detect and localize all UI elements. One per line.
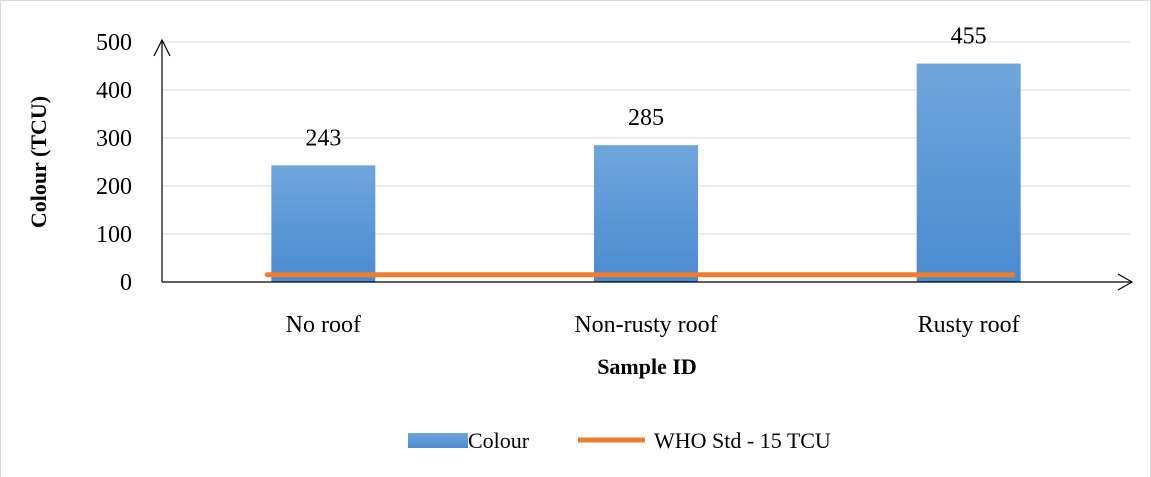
chart-frame-left — [0, 0, 1, 477]
bar — [594, 145, 698, 282]
legend-swatch-colour — [408, 433, 468, 448]
y-axis-label: Colour (TCU) — [26, 96, 51, 228]
y-tick-label: 500 — [96, 30, 132, 56]
legend-label-who: WHO Std - 15 TCU — [654, 428, 831, 453]
bar-series — [271, 63, 1021, 282]
legend-label-colour: Colour — [468, 428, 530, 453]
bar — [916, 63, 1021, 282]
x-axis-arrow — [1117, 273, 1134, 291]
labels: 0 100 200 300 400 500 243 285 455 No roof Non-rust… — [96, 24, 1020, 338]
data-label: 455 — [951, 24, 987, 50]
x-axis-label: Sample ID — [597, 354, 697, 379]
y-tick-label: 100 — [96, 222, 132, 248]
legend: Colour WHO Std - 15 TCU — [408, 428, 831, 453]
y-tick-label: 200 — [96, 174, 132, 200]
y-axis-arrow — [153, 38, 171, 57]
data-label: 243 — [305, 125, 341, 151]
y-tick-label: 0 — [120, 270, 132, 296]
x-tick-label: No roof — [286, 312, 361, 338]
data-label: 285 — [628, 105, 664, 131]
y-tick-label: 400 — [96, 78, 132, 104]
x-tick-label: Non-rusty roof — [574, 312, 717, 338]
bar — [271, 165, 376, 282]
axes — [153, 38, 1134, 291]
y-tick-label: 300 — [96, 126, 132, 152]
chart-frame-top — [0, 0, 1151, 1]
x-tick-label: Rusty roof — [918, 312, 1020, 338]
